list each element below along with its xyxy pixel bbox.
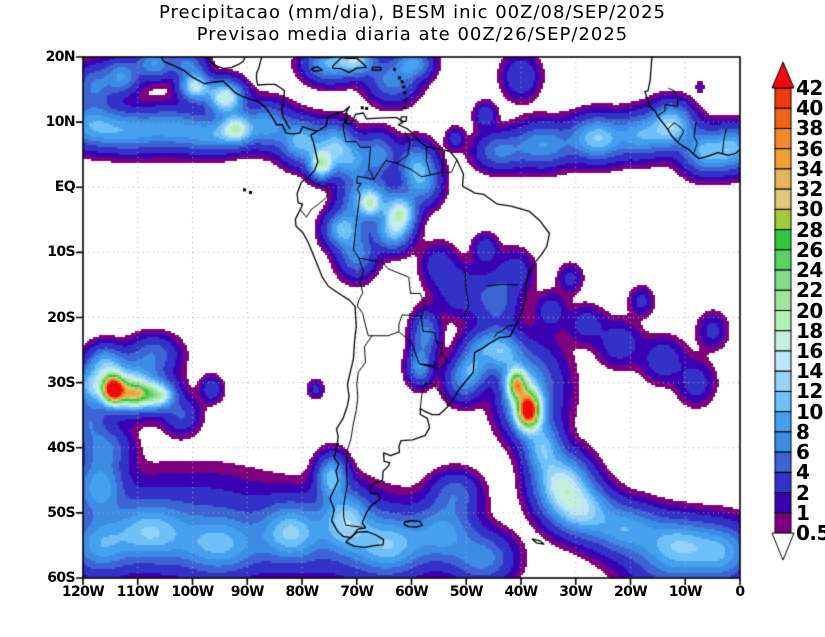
colorbar-tick-label: 26 xyxy=(796,237,823,262)
colorbar-tick-label: 8 xyxy=(796,419,810,444)
colorbar-tick-label: 32 xyxy=(796,177,823,202)
colorbar-tick-label: 40 xyxy=(796,96,823,121)
lon-tick-label: 60W xyxy=(394,584,429,600)
colorbar-tick-label: 10 xyxy=(796,399,823,424)
lat-tick-label: 50S xyxy=(47,504,75,521)
lon-tick-label: 80W xyxy=(285,584,319,600)
lon-tick-label: 50W xyxy=(449,584,484,600)
colorbar-tick-label: 1 xyxy=(796,500,810,525)
lon-tick-label: 0 xyxy=(735,584,745,600)
lon-tick-label: 70W xyxy=(340,584,374,600)
lon-tick-label: 10W xyxy=(668,584,703,600)
colorbar-tick-label: 4 xyxy=(796,460,810,485)
lat-tick-label: 60S xyxy=(47,570,75,586)
lon-tick-label: 100W xyxy=(171,584,214,600)
colorbar-tick-label: 16 xyxy=(796,338,823,363)
lon-tick-label: 90W xyxy=(230,584,265,600)
colorbar-tick-label: 34 xyxy=(796,156,823,181)
colorbar-tick-label: 6 xyxy=(796,440,810,465)
lon-tick-label: 20W xyxy=(613,584,648,600)
colorbar-tick-label: 30 xyxy=(796,197,823,222)
lon-tick-label: 30W xyxy=(559,584,593,600)
colorbar-tick-label: 24 xyxy=(796,258,823,283)
colorbar-tick-label: 28 xyxy=(796,217,823,242)
lon-tick-label: 110W xyxy=(116,584,160,600)
colorbar-tick-label: 42 xyxy=(796,76,823,100)
colorbar-tick-label: 2 xyxy=(796,480,810,505)
colorbar-tick-label: 18 xyxy=(796,318,823,343)
lat-tick-label: 30S xyxy=(47,374,75,391)
lon-tick-label: 40W xyxy=(504,584,538,600)
lat-tick-label: EQ xyxy=(54,179,76,196)
title-line-2: Previsao media diaria ate 00Z/26/SEP/202… xyxy=(196,24,629,45)
colorbar-tick-label: 0.5 xyxy=(796,521,825,546)
colorbar-tick-label: 20 xyxy=(796,298,823,323)
lat-tick-label: 10S xyxy=(47,244,75,261)
colorbar-tick-label: 22 xyxy=(796,278,823,303)
lat-tick-label: 10N xyxy=(45,114,76,131)
lat-tick-label: 20S xyxy=(47,309,75,326)
colorbar-tick-label: 36 xyxy=(796,136,823,161)
colorbar-tick-label: 14 xyxy=(796,359,823,384)
title-line-1: Precipitacao (mm/dia), BESM inic 00Z/08/… xyxy=(159,2,666,23)
colorbar-tick-label: 12 xyxy=(796,379,823,404)
lat-tick-label: 20N xyxy=(45,49,76,65)
lon-tick-label: 120W xyxy=(61,584,105,600)
colorbar-tick-label: 38 xyxy=(796,116,823,141)
lat-tick-label: 40S xyxy=(47,439,75,456)
